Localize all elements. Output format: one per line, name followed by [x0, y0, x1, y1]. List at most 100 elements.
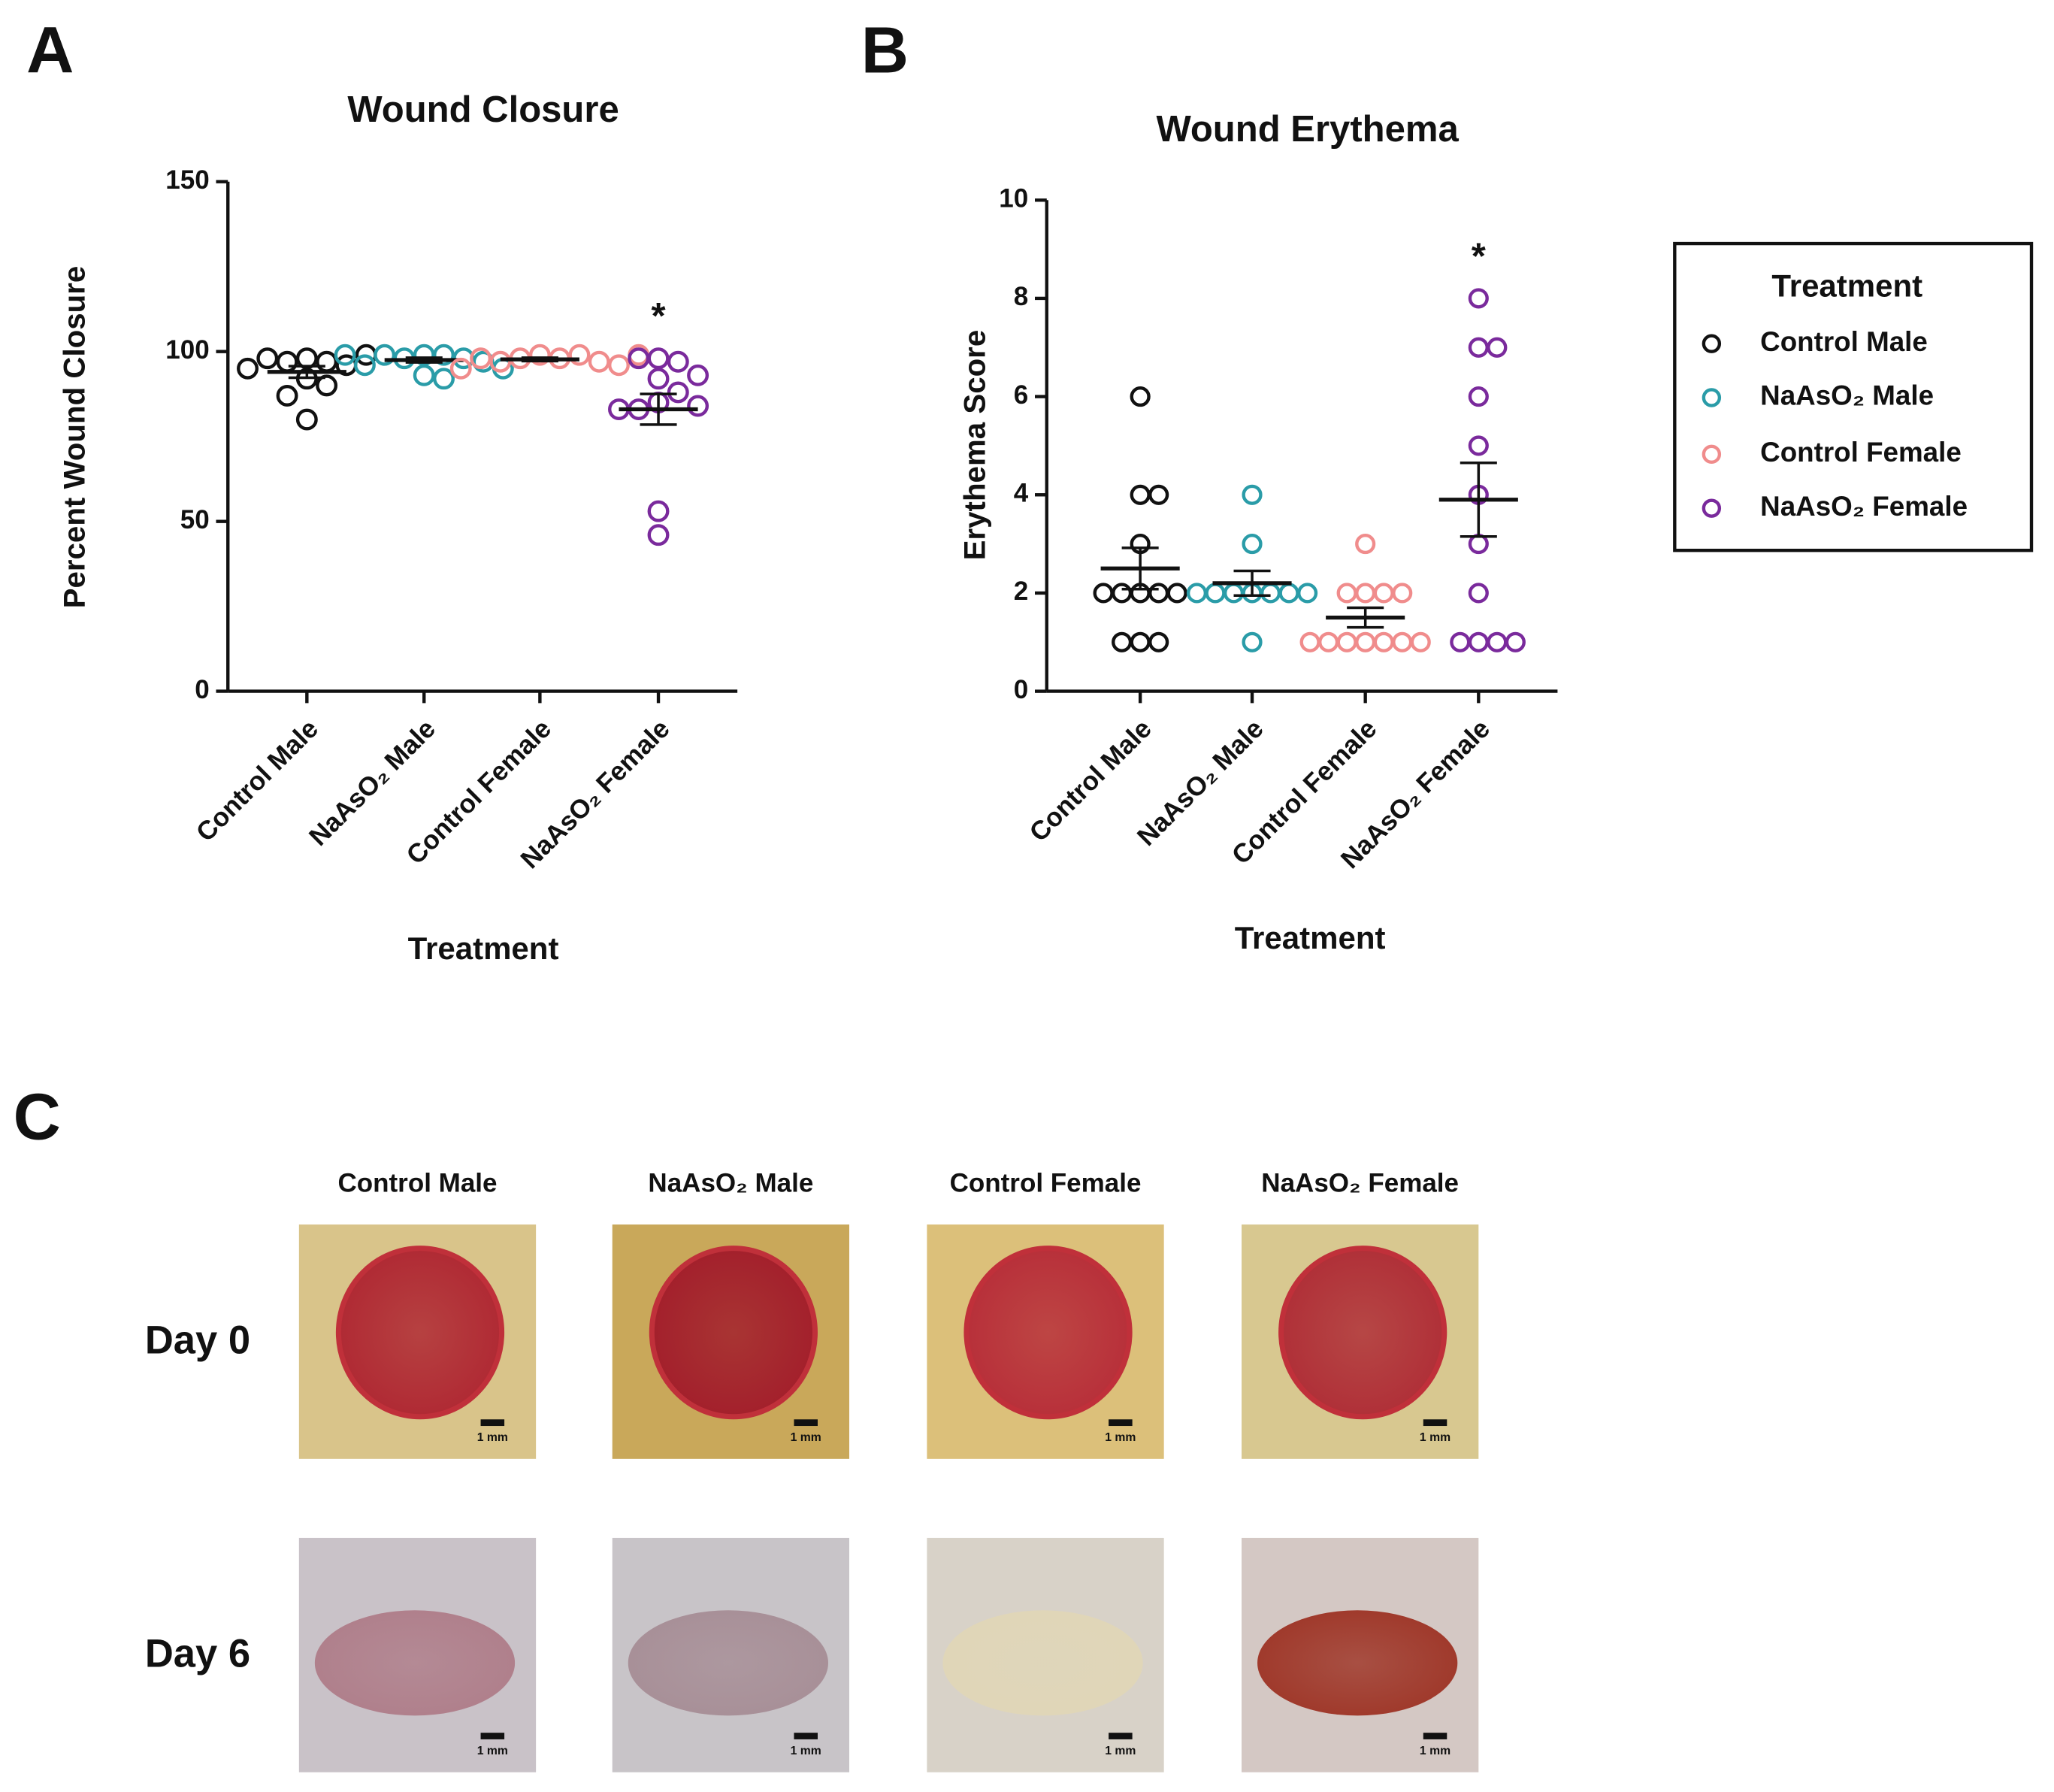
data-point	[667, 381, 689, 404]
data-point	[316, 374, 338, 397]
wound	[649, 1246, 818, 1420]
data-point	[1278, 583, 1299, 604]
chart-title: Wound Erythema	[1156, 109, 1459, 150]
y-tick-label: 10	[999, 184, 1028, 213]
scale-bar	[794, 1733, 818, 1739]
data-point	[1242, 534, 1263, 555]
wound	[335, 1246, 505, 1420]
data-point	[687, 364, 709, 386]
wound	[314, 1610, 516, 1716]
data-point	[433, 344, 455, 366]
data-point	[470, 347, 492, 370]
panel-label: C	[14, 1080, 61, 1154]
legend-marker	[1702, 444, 1722, 465]
scale-bar-label: 1 mm	[477, 1431, 508, 1444]
y-tick-label: 8	[1014, 282, 1028, 311]
data-point	[647, 524, 670, 546]
data-point	[568, 344, 591, 366]
data-point	[1487, 337, 1508, 358]
data-point	[1355, 534, 1376, 555]
y-tick-label: 4	[1014, 479, 1029, 508]
data-point	[1130, 386, 1151, 407]
y-tick-label: 6	[1014, 380, 1028, 410]
data-point	[667, 350, 689, 373]
wound	[942, 1610, 1143, 1716]
data-point	[1223, 583, 1245, 604]
data-point	[374, 344, 396, 366]
data-point	[1205, 583, 1226, 604]
data-point	[588, 350, 610, 373]
data-point	[1487, 631, 1508, 652]
data-point	[1505, 631, 1526, 652]
data-point	[1148, 631, 1169, 652]
data-point	[1260, 583, 1281, 604]
wound	[963, 1246, 1133, 1420]
significance-mark: *	[651, 296, 666, 337]
y-tick-label: 150	[165, 165, 209, 195]
data-point	[489, 350, 512, 373]
data-point	[316, 350, 338, 373]
data-point	[449, 357, 472, 380]
scale-bar	[1423, 1419, 1447, 1427]
data-point	[433, 368, 455, 390]
panel-label: A	[26, 14, 74, 87]
scale-bar	[1423, 1733, 1447, 1739]
data-point	[295, 347, 318, 370]
data-point	[276, 384, 298, 407]
x-axis-label: Treatment	[1235, 920, 1386, 955]
scale-bar-label: 1 mm	[791, 1431, 821, 1444]
data-point	[1186, 583, 1208, 604]
y-tick-label: 0	[1014, 675, 1028, 704]
data-point	[1450, 631, 1471, 652]
data-point	[1410, 631, 1431, 652]
data-point	[1148, 583, 1169, 604]
data-point	[1468, 288, 1489, 309]
legend-label: NaAsO₂ Female	[1760, 491, 1968, 522]
y-tick-label: 100	[165, 335, 209, 365]
chart-title: Wound Closure	[347, 89, 619, 130]
wound	[1278, 1246, 1447, 1420]
data-point	[1299, 631, 1320, 652]
legend-label: NaAsO₂ Male	[1760, 380, 1934, 411]
data-point	[1166, 583, 1187, 604]
data-point	[528, 344, 551, 366]
data-point	[647, 500, 670, 522]
data-point	[1148, 484, 1169, 505]
data-point	[647, 347, 670, 370]
data-point	[1355, 631, 1376, 652]
legend-label: Control Female	[1760, 437, 1962, 468]
legend-marker	[1702, 498, 1722, 518]
wound	[1257, 1610, 1458, 1716]
column-label: NaAsO₂ Female	[1261, 1169, 1459, 1198]
legend-marker	[1702, 334, 1722, 353]
y-axis-label: Erythema Score	[958, 330, 992, 561]
scale-bar	[480, 1733, 505, 1739]
scale-bar	[480, 1419, 505, 1427]
data-point	[276, 350, 298, 373]
data-point	[1373, 631, 1394, 652]
legend-title: Treatment	[1771, 268, 1922, 304]
data-point	[1130, 631, 1151, 652]
data-point	[1392, 631, 1413, 652]
scale-bar	[794, 1419, 818, 1427]
data-point	[628, 347, 650, 370]
scale-bar-label: 1 mm	[791, 1745, 821, 1757]
row-label: Day 6	[145, 1631, 250, 1675]
scale-bar	[1109, 1733, 1133, 1739]
data-point	[1468, 337, 1489, 358]
data-point	[608, 354, 630, 377]
scale-bar-label: 1 mm	[1105, 1745, 1136, 1757]
data-point	[237, 357, 259, 380]
wound	[628, 1610, 829, 1716]
data-point	[1112, 583, 1133, 604]
data-point	[1468, 435, 1489, 456]
data-point	[1318, 631, 1339, 652]
data-point	[353, 354, 376, 377]
data-point	[647, 368, 670, 390]
significance-mark: *	[1472, 236, 1487, 277]
data-point	[295, 408, 318, 431]
data-point	[1093, 583, 1114, 604]
data-point	[1468, 386, 1489, 407]
legend-label: Control Male	[1760, 326, 1928, 357]
x-axis-label: Treatment	[408, 931, 559, 966]
